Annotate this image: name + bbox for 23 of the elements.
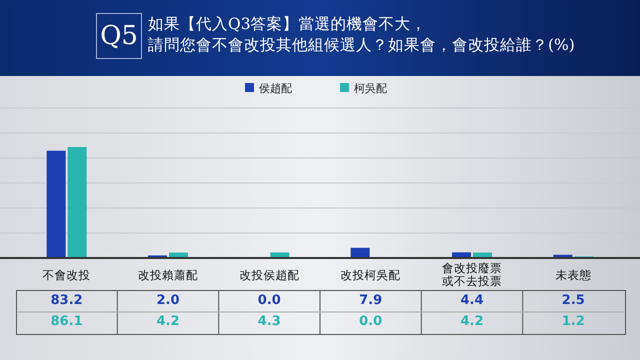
data-label: 1.2 xyxy=(560,314,586,329)
chart-title: 如果【代入Q3答案】當選的機會不大， xyxy=(148,14,428,35)
chart-subtitle: 請問您會不會改投其他組候選人？如果會，會改投給誰？(%) xyxy=(148,35,576,56)
x-tick-label: 改投侯趙配 xyxy=(238,268,300,282)
data-label: 86.1 xyxy=(50,314,84,329)
data-label: 2.5 xyxy=(560,293,586,308)
legend-label: 柯吳配 xyxy=(354,82,387,95)
data-label: 4.3 xyxy=(256,314,282,329)
x-tick-label: 會改投廢票或不去投票 xyxy=(441,261,503,288)
data-label: 7.9 xyxy=(358,293,384,308)
annotation: Q5 xyxy=(96,13,142,59)
data-label: 4.2 xyxy=(459,314,484,329)
legend-label: 侯趙配 xyxy=(259,82,292,95)
data-label: 0.0 xyxy=(358,314,384,329)
data-label: 4.4 xyxy=(459,293,484,308)
data-label: 83.2 xyxy=(50,293,84,308)
x-tick-label: 改投柯吳配 xyxy=(340,268,402,282)
x-tick-label: 改投賴蕭配 xyxy=(137,268,199,282)
data-label: 2.0 xyxy=(155,293,180,308)
data-label: 0.0 xyxy=(256,293,282,308)
x-tick-label: 未表態 xyxy=(554,268,592,282)
x-tick-label: 不會改投 xyxy=(42,268,92,282)
data-label: 4.2 xyxy=(155,314,180,329)
